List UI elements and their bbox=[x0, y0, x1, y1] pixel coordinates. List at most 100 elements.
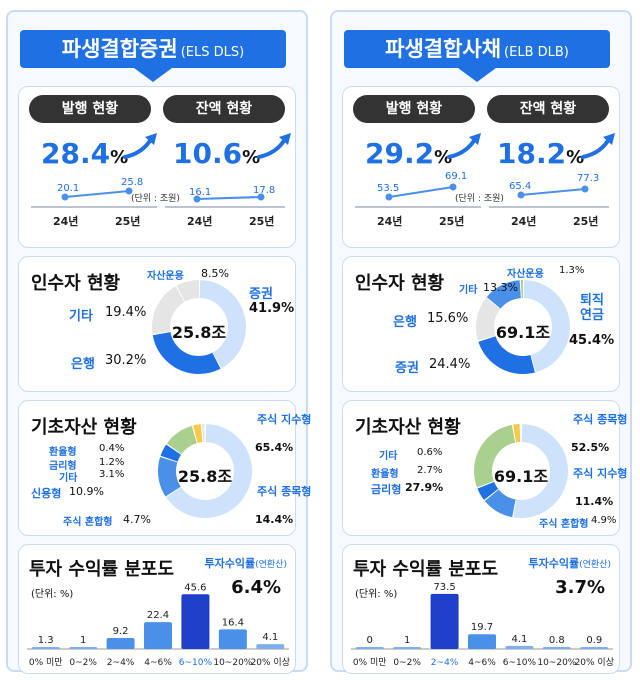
label-index: 주식 지수형 bbox=[573, 467, 628, 480]
bar bbox=[144, 622, 172, 649]
label-mixed: 주식 혼합형 bbox=[539, 519, 589, 530]
balance-trend-line bbox=[520, 188, 586, 196]
balance-point-24 bbox=[517, 191, 525, 199]
label-index: 주식 지수형 bbox=[257, 413, 312, 426]
label-bank: 은행 bbox=[393, 315, 417, 330]
rate-label-sub: (연환산) bbox=[255, 560, 287, 570]
value-bank: 30.2% bbox=[105, 353, 147, 368]
issue-rate: 29.2% bbox=[365, 137, 452, 170]
underlying-donut bbox=[474, 424, 568, 518]
bar-category-label: 0~2% bbox=[393, 658, 421, 668]
balance-point-24 bbox=[193, 195, 201, 203]
year-label: 25년 bbox=[573, 215, 599, 228]
value-mixed: 4.9% bbox=[591, 515, 617, 526]
value-fx: 0.4% bbox=[99, 443, 125, 454]
bar bbox=[505, 645, 534, 649]
issue-rate-value: 28.4 bbox=[41, 137, 111, 170]
issue-24-value: 20.1 bbox=[57, 183, 80, 194]
bar bbox=[106, 637, 135, 649]
return-dist-card: 투자 수익률 분포도 (단위: %) 투자수익률(연환산) 3.7% 0 0% 미… bbox=[342, 544, 620, 674]
bar-value-label: 0.8 bbox=[549, 635, 565, 646]
issue-point-25 bbox=[125, 187, 133, 195]
donut-slice bbox=[474, 424, 568, 518]
underlying-card: 기초자산 현황 69.1조 주식 종목형 52.5% 주식 지수형 11.4% … bbox=[342, 400, 628, 536]
acquirer-card: 인수자 현황 25.8조 증권 41.9% 은행 30.2% 기타 19.4% … bbox=[18, 256, 296, 392]
donut-slice bbox=[152, 280, 246, 374]
panel-title: 파생결합사채 (ELB DLB) bbox=[344, 30, 610, 68]
bar bbox=[31, 647, 60, 649]
return-dist-card: 투자 수익률 분포도 (단위: %) 투자수익률(연환산) 6.4% 1.3 0%… bbox=[18, 544, 296, 674]
bar bbox=[181, 594, 210, 649]
value-pension: 45.4% bbox=[569, 333, 615, 348]
value-index: 11.4% bbox=[575, 495, 614, 508]
balance-rate-value: 18.2 bbox=[497, 137, 567, 170]
down-arrow-icon bbox=[134, 68, 172, 82]
bar-value-label: 1 bbox=[80, 635, 86, 646]
issue-25-value: 25.8 bbox=[121, 177, 144, 188]
down-arrow-icon bbox=[458, 68, 496, 82]
value-rate: 1.2% bbox=[99, 457, 125, 468]
balance-rate: 10.6% bbox=[173, 137, 260, 170]
trend-up-icon bbox=[257, 133, 291, 159]
label-asset-mgmt: 자산운용 bbox=[507, 269, 544, 280]
bar-value-label: 45.6 bbox=[184, 582, 206, 593]
bar-value-label: 19.7 bbox=[471, 622, 493, 633]
trend-up-icon bbox=[123, 133, 157, 159]
bar-value-label: 4.1 bbox=[511, 634, 527, 645]
bar bbox=[542, 647, 571, 649]
issue-pill: 발행 현황 bbox=[29, 95, 151, 123]
label-rate: 금리형 bbox=[371, 483, 402, 496]
value-rate: 27.9% bbox=[405, 481, 444, 494]
value-securities: 24.4% bbox=[429, 357, 471, 372]
balance-24-value: 65.4 bbox=[509, 181, 532, 192]
trend-up-icon bbox=[447, 133, 481, 159]
issue-rate-value: 29.2 bbox=[365, 137, 435, 170]
donut-center-label: 25.8조 bbox=[177, 467, 233, 486]
bar bbox=[468, 634, 496, 649]
year-label: 24년 bbox=[53, 215, 79, 228]
value-securities: 41.9% bbox=[249, 301, 295, 316]
bar-category-label: 0% 미만 bbox=[353, 657, 387, 668]
bar bbox=[69, 647, 98, 649]
bar-category-label: 2~4% bbox=[107, 658, 135, 668]
panel-title-text: 파생결합증권 bbox=[61, 37, 178, 61]
value-stock: 52.5% bbox=[571, 441, 610, 454]
bar-value-label: 73.5 bbox=[433, 582, 455, 593]
bar-value-label: 9.2 bbox=[113, 626, 129, 637]
balance-pill: 잔액 현황 bbox=[487, 95, 609, 123]
dist-title: 투자 수익률 분포도 bbox=[353, 559, 499, 580]
bar-value-label: 0.9 bbox=[586, 635, 602, 646]
panel-title: 파생결합증권 (ELS DLS) bbox=[20, 30, 286, 68]
balance-25-value: 17.8 bbox=[253, 185, 276, 196]
rate-label-text: 투자수익률 bbox=[528, 557, 580, 570]
dist-unit: (단위: %) bbox=[355, 589, 398, 600]
issue-point-24 bbox=[385, 193, 393, 201]
balance-trend-line bbox=[196, 196, 262, 200]
balance-rate-value: 10.6 bbox=[173, 137, 243, 170]
balance-pill: 잔액 현황 bbox=[163, 95, 285, 123]
label-securities: 증권 bbox=[249, 287, 273, 302]
donut-center-label: 69.1조 bbox=[493, 467, 549, 486]
issue-rate-unit: % bbox=[110, 147, 129, 168]
value-fx: 2.7% bbox=[417, 465, 443, 476]
label-securities: 증권 bbox=[395, 361, 419, 376]
balance-rate: 18.2% bbox=[497, 137, 584, 170]
bar-category-label: 0% 미만 bbox=[29, 657, 63, 668]
bar-value-label: 1 bbox=[404, 635, 410, 646]
donut-center-label: 25.8조 bbox=[171, 323, 227, 342]
els-dls-panel: 파생결합증권 (ELS DLS) 발행 현황 잔액 현황 28.4% 10.6% … bbox=[6, 10, 312, 674]
rate-label: 투자수익률(연환산) bbox=[529, 555, 611, 571]
panel-title-sub: (ELB DLB) bbox=[504, 45, 569, 60]
value-asset-mgmt: 8.5% bbox=[201, 267, 229, 280]
year-label: 24년 bbox=[511, 215, 537, 228]
donut-slice bbox=[476, 280, 570, 374]
donut-slice bbox=[152, 280, 246, 374]
balance-point-25 bbox=[581, 185, 589, 193]
value-stock: 14.4% bbox=[255, 513, 294, 526]
balance-25-value: 77.3 bbox=[577, 173, 600, 184]
year-label: 24년 bbox=[377, 215, 403, 228]
panel-title-sub: (ELS DLS) bbox=[180, 45, 245, 60]
issue-24-value: 53.5 bbox=[377, 183, 400, 194]
balance-rate-unit: % bbox=[242, 147, 261, 168]
donut-slice bbox=[474, 424, 568, 518]
